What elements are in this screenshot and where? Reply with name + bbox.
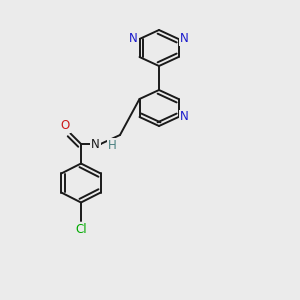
Text: N: N: [129, 32, 138, 46]
Text: N: N: [180, 32, 189, 46]
Text: O: O: [60, 119, 70, 132]
Text: N: N: [91, 137, 100, 151]
Text: H: H: [108, 139, 117, 152]
Text: Cl: Cl: [75, 223, 87, 236]
Text: N: N: [180, 110, 189, 124]
